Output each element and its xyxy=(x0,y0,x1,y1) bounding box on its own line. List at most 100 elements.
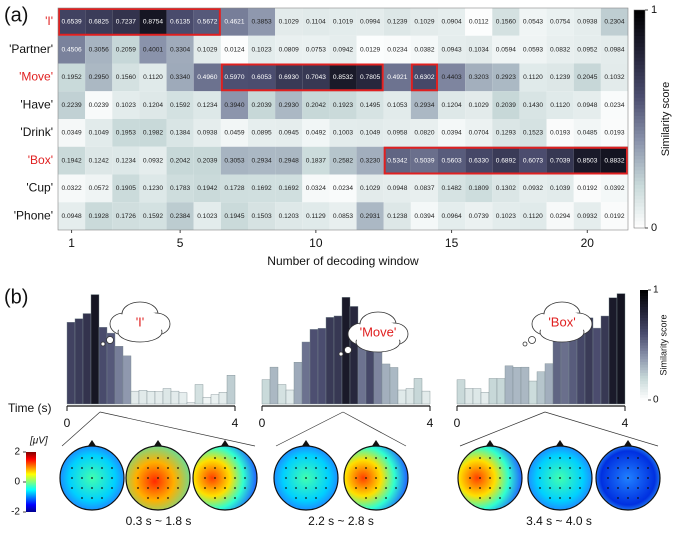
cell-label: 0.2059 xyxy=(116,46,137,53)
electrode xyxy=(71,467,73,469)
row-label: 'Phone' xyxy=(14,208,53,222)
cell-label: 0.3056 xyxy=(89,46,110,53)
cell-label: 0.6302 xyxy=(414,74,435,81)
colorbar-band xyxy=(634,101,645,105)
cell-label: 0.6330 xyxy=(469,157,490,164)
colorbar-band xyxy=(634,206,645,210)
electrode xyxy=(539,487,541,489)
colorbar-band xyxy=(634,152,645,156)
cell-label: 0.3853 xyxy=(251,19,272,26)
cell-label: 0.2582 xyxy=(333,157,354,164)
electrode xyxy=(224,457,226,459)
cell-label: 0.1129 xyxy=(306,213,326,220)
bubble-label: 'I' xyxy=(136,314,145,329)
electrode xyxy=(224,477,226,479)
bar xyxy=(457,380,465,404)
electrode xyxy=(375,487,377,489)
electrode xyxy=(569,497,571,499)
time-window-label: 3.4 s ~ 4.0 s xyxy=(526,514,592,528)
electrode xyxy=(91,477,93,479)
electrode xyxy=(234,467,236,469)
cell-label: 0.0952 xyxy=(577,46,598,53)
x-tick-label: 4 xyxy=(622,416,629,430)
electrode xyxy=(137,487,139,489)
cell-label: 0.4403 xyxy=(441,74,462,81)
cell-label: 0.0239 xyxy=(89,102,110,109)
cell-label: 0.1302 xyxy=(496,185,517,192)
cell-label: 0.5342 xyxy=(387,157,408,164)
bar xyxy=(91,295,99,404)
colorbar-band xyxy=(640,290,648,293)
electrode xyxy=(647,467,649,469)
electrode xyxy=(305,457,307,459)
electrode xyxy=(101,487,103,489)
electrode xyxy=(101,457,103,459)
bar xyxy=(414,378,422,404)
cell-label: 0.3340 xyxy=(170,74,191,81)
cell-label: 0.8532 xyxy=(333,74,354,81)
electrode xyxy=(539,467,541,469)
colorbar-band xyxy=(634,119,645,123)
thought-dot xyxy=(101,342,105,346)
electrode xyxy=(295,467,297,469)
electrode xyxy=(295,497,297,499)
electrode xyxy=(224,467,226,469)
cell-label: 0.0392 xyxy=(604,185,625,192)
bar xyxy=(147,391,155,404)
cell-label: 0.2239 xyxy=(61,102,82,109)
cell-label: 0.3203 xyxy=(469,74,490,81)
cell-label: 0.0234 xyxy=(333,185,354,192)
bar xyxy=(187,403,195,404)
electrode xyxy=(81,457,83,459)
cell-label: 0.0945 xyxy=(279,130,300,137)
bar xyxy=(286,390,294,404)
cell-label: 0.1104 xyxy=(306,19,326,26)
bar xyxy=(75,319,83,404)
colorbar-band xyxy=(634,159,645,163)
cell-label: 0.1242 xyxy=(89,157,110,164)
cell-label: 0.1692 xyxy=(251,185,272,192)
electrode xyxy=(305,467,307,469)
bar xyxy=(569,334,577,404)
bar xyxy=(211,395,219,404)
colorbar-band xyxy=(634,43,645,47)
cell-label: 0.1942 xyxy=(197,185,218,192)
electrode xyxy=(91,497,93,499)
colorbar-band xyxy=(634,184,645,188)
cell-label: 0.1503 xyxy=(251,213,272,220)
cell-label: 0.1293 xyxy=(496,130,517,137)
colorbar-band xyxy=(634,137,645,141)
colorbar-label: Similarity score xyxy=(658,314,668,375)
cell-label: 0.2934 xyxy=(414,102,435,109)
colorbar-band xyxy=(634,148,645,152)
colorbar-band xyxy=(634,141,645,145)
bar xyxy=(497,379,505,404)
bubble-label: 'Move' xyxy=(360,324,397,339)
electrode xyxy=(549,477,551,479)
colorbar-band xyxy=(634,134,645,138)
cell-label: 0.0322 xyxy=(61,185,82,192)
electrode xyxy=(569,457,571,459)
cell-label: 0.0382 xyxy=(414,46,435,53)
electrode xyxy=(559,487,561,489)
colorbar-band xyxy=(634,108,645,112)
colorbar-band xyxy=(634,188,645,192)
electrode xyxy=(91,487,93,489)
electrode xyxy=(81,467,83,469)
bar xyxy=(537,372,545,404)
cell-label: 0.2384 xyxy=(170,213,191,220)
cell-label: 0.1120 xyxy=(523,74,543,81)
electrode xyxy=(167,457,169,459)
cell-label: 0.1592 xyxy=(170,102,191,109)
cell-label: 0.0809 xyxy=(279,46,300,53)
topomap-nose xyxy=(302,440,310,446)
cell-label: 0.0837 xyxy=(414,185,435,192)
colorbar-tick-label: 0 xyxy=(651,222,657,234)
bar xyxy=(219,392,227,404)
cell-label: 0.3230 xyxy=(360,157,381,164)
electrode xyxy=(204,477,206,479)
electrode xyxy=(157,457,159,459)
electrode xyxy=(244,487,246,489)
cell-label: 0.0753 xyxy=(306,46,327,53)
colorbar-tick-label: 2 xyxy=(14,447,20,458)
